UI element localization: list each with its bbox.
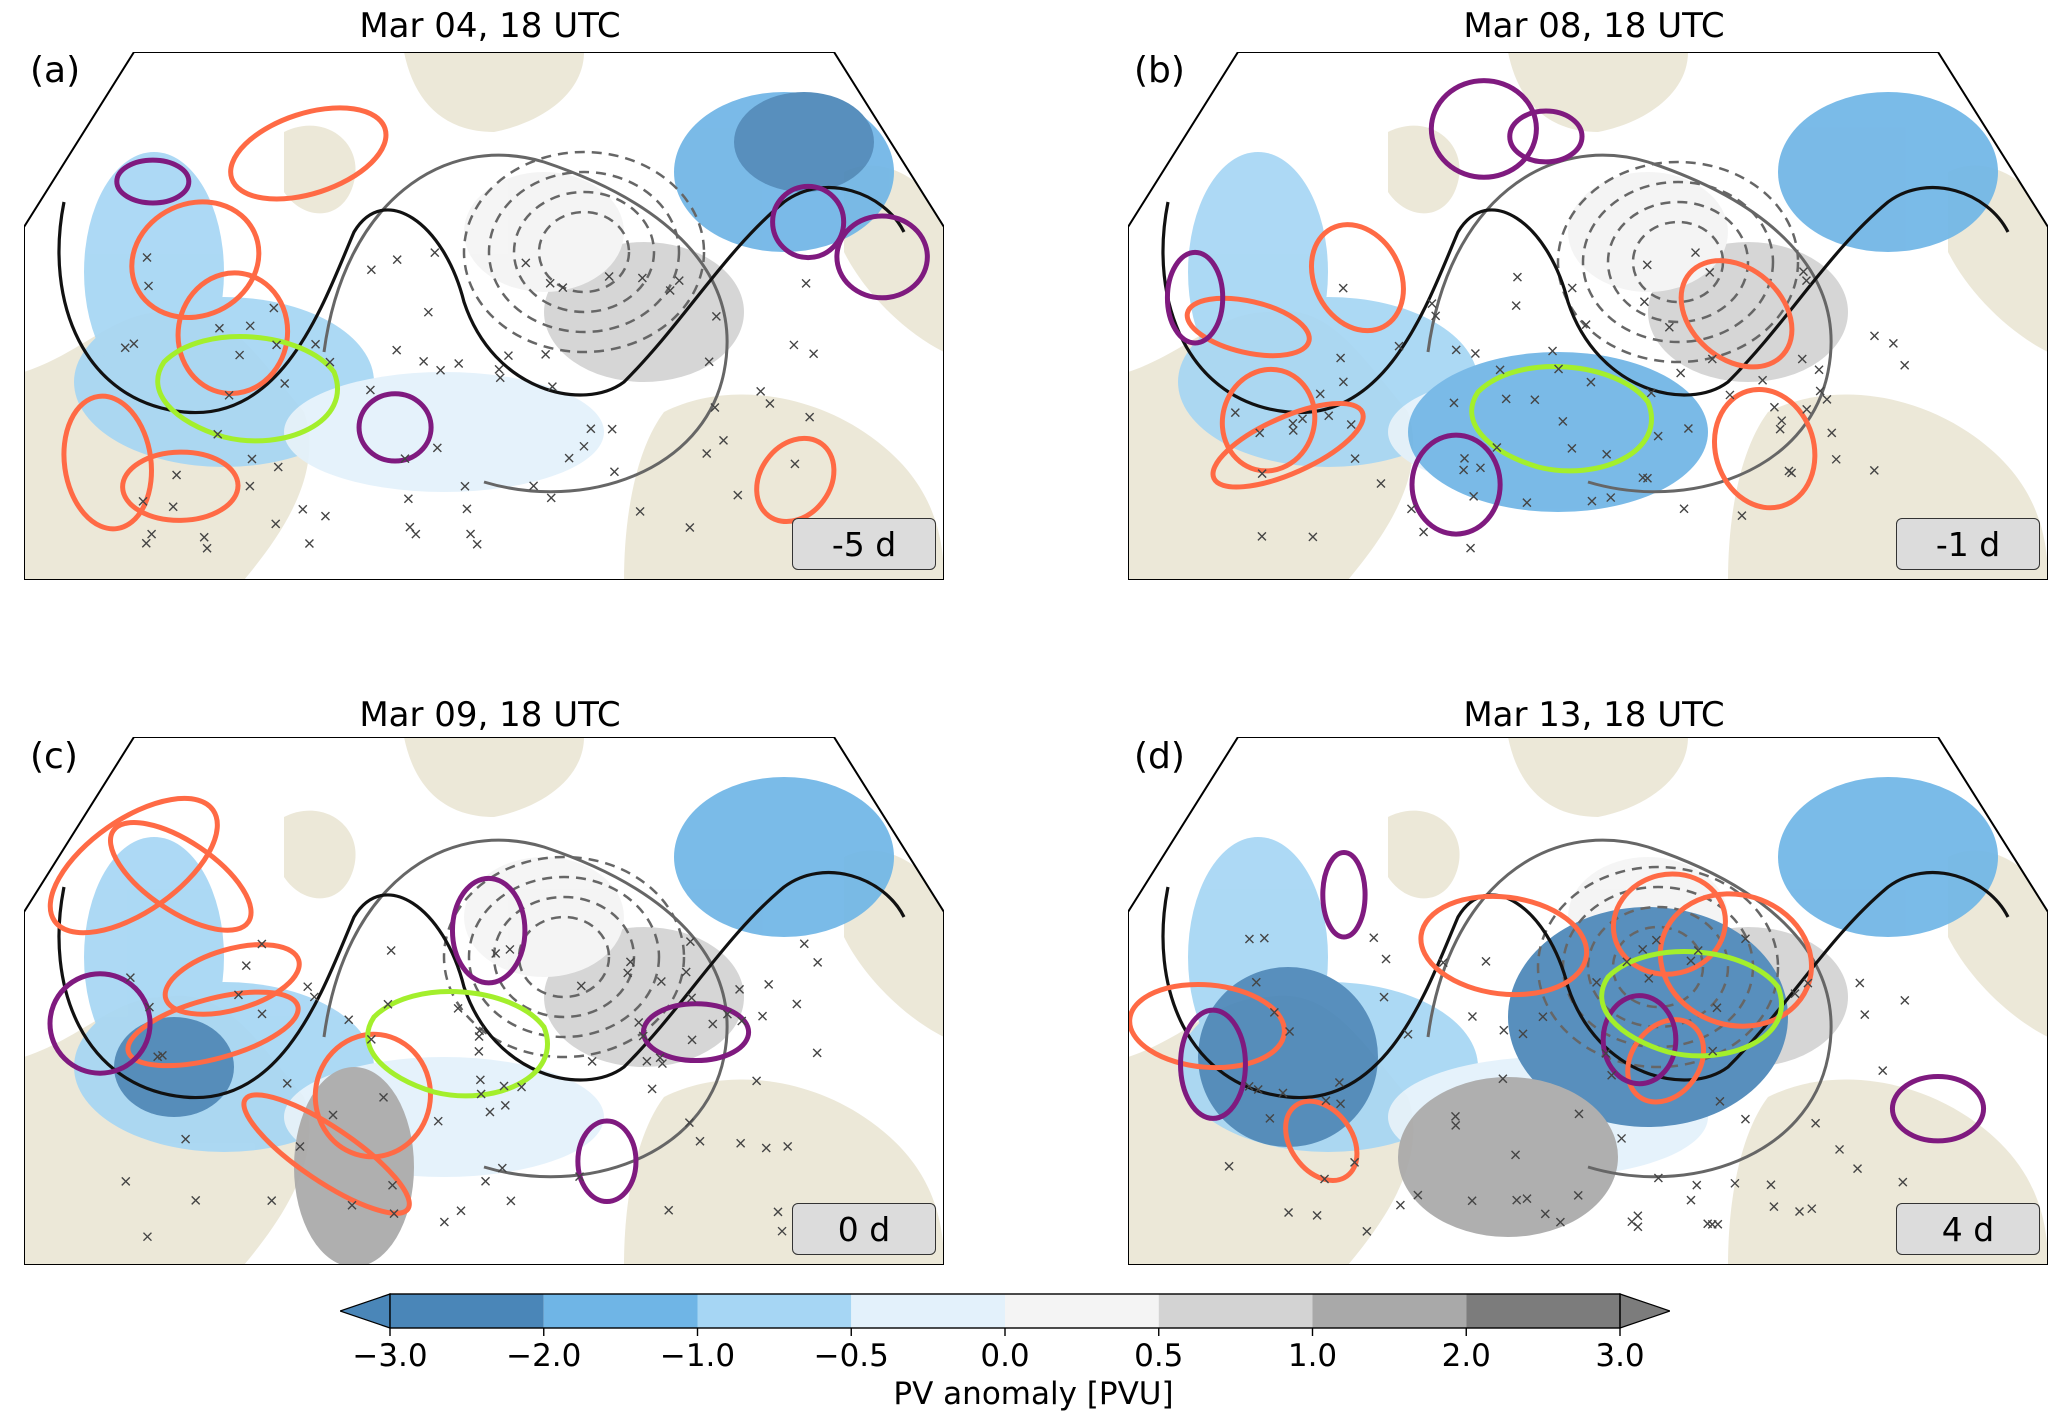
positive-pv-contours — [1184, 222, 1818, 511]
colorbar-left-arrow — [340, 1293, 391, 1329]
colorbar-segment — [390, 1294, 544, 1328]
panel-c-map — [24, 737, 944, 1265]
crosses — [120, 248, 819, 553]
colorbar-label: PV anomaly [PVU] — [893, 1376, 1174, 1412]
crosses — [1224, 933, 1910, 1236]
colorbar-tick-label: −0.5 — [813, 1338, 889, 1374]
waveguide-contour — [1161, 871, 2010, 1100]
colorbar-tick-label: 1.0 — [1287, 1338, 1338, 1374]
panel-b-lead-time: -1 d — [1896, 518, 2040, 570]
crosses — [1230, 248, 1910, 553]
colorbar-tick-label: −3.0 — [352, 1338, 428, 1374]
positive-pv-contours — [1128, 871, 1814, 1183]
panel-b-letter: (b) — [1134, 50, 1185, 91]
negative-pv-contours — [1178, 850, 1987, 1144]
panel-a-letter: (a) — [30, 50, 81, 91]
panel-d-lead-time: 4 d — [1896, 1203, 2040, 1255]
positive-pv-contours — [47, 795, 433, 1216]
negative-pv-contours — [47, 875, 752, 1205]
grey-contour — [322, 153, 729, 494]
positive-pv-contours — [61, 105, 837, 532]
panel-c-letter: (c) — [30, 736, 78, 777]
colorbar-segment — [697, 1294, 852, 1328]
waveguide-contour — [1161, 186, 2010, 415]
panel-d-title: Mar 13, 18 UTC — [1463, 695, 1725, 735]
dashed-contours — [462, 150, 706, 354]
colorbar-tick-label: −1.0 — [659, 1338, 736, 1374]
colorbar-tick-label: 2.0 — [1441, 1338, 1491, 1374]
colorbar-tick-label: 0.0 — [980, 1338, 1030, 1374]
colorbar-segment — [1466, 1294, 1620, 1328]
colorbar-segment — [1312, 1294, 1467, 1328]
panel-c-title: Mar 09, 18 UTC — [359, 695, 621, 735]
colorbar-segment — [1005, 1294, 1159, 1328]
colorbar-segment — [851, 1294, 1005, 1328]
cluster-contour — [365, 989, 550, 1099]
pv-anomaly-shading — [1178, 777, 1998, 1237]
panel-a-lead-time: -5 d — [792, 518, 936, 570]
pv-anomaly-shading — [74, 92, 894, 492]
dashed-contours — [442, 855, 686, 1059]
colorbar-tick-label: 3.0 — [1595, 1338, 1645, 1374]
panel-d-letter: (d) — [1134, 736, 1185, 777]
colorbar-segment — [1158, 1294, 1313, 1328]
panel-c-lead-time: 0 d — [792, 1203, 936, 1255]
panel-a-title: Mar 04, 18 UTC — [359, 6, 621, 46]
panel-b-title: Mar 08, 18 UTC — [1463, 6, 1725, 46]
cluster-contour — [155, 334, 340, 444]
colorbar-right-arrow — [1619, 1293, 1670, 1329]
cluster-contour — [1599, 949, 1784, 1059]
pv-anomaly-shading — [1178, 92, 1998, 512]
colorbar — [340, 1293, 1670, 1336]
colorbar-tick-label: −2.0 — [506, 1338, 582, 1374]
crosses — [121, 937, 823, 1242]
negative-pv-contours — [1164, 78, 1585, 537]
colorbar-tick-label: 0.5 — [1134, 1338, 1184, 1374]
waveguide-contour — [57, 871, 906, 1100]
grey-contour — [1426, 838, 1833, 1179]
grey-contour — [1426, 153, 1833, 494]
panel-a-map — [24, 52, 944, 580]
negative-pv-contours — [114, 157, 930, 464]
cluster-contour — [1469, 364, 1654, 474]
waveguide-contour — [57, 186, 906, 415]
panel-b-map — [1128, 52, 2048, 580]
panel-d-map — [1128, 737, 2048, 1265]
colorbar-segment — [543, 1294, 698, 1328]
